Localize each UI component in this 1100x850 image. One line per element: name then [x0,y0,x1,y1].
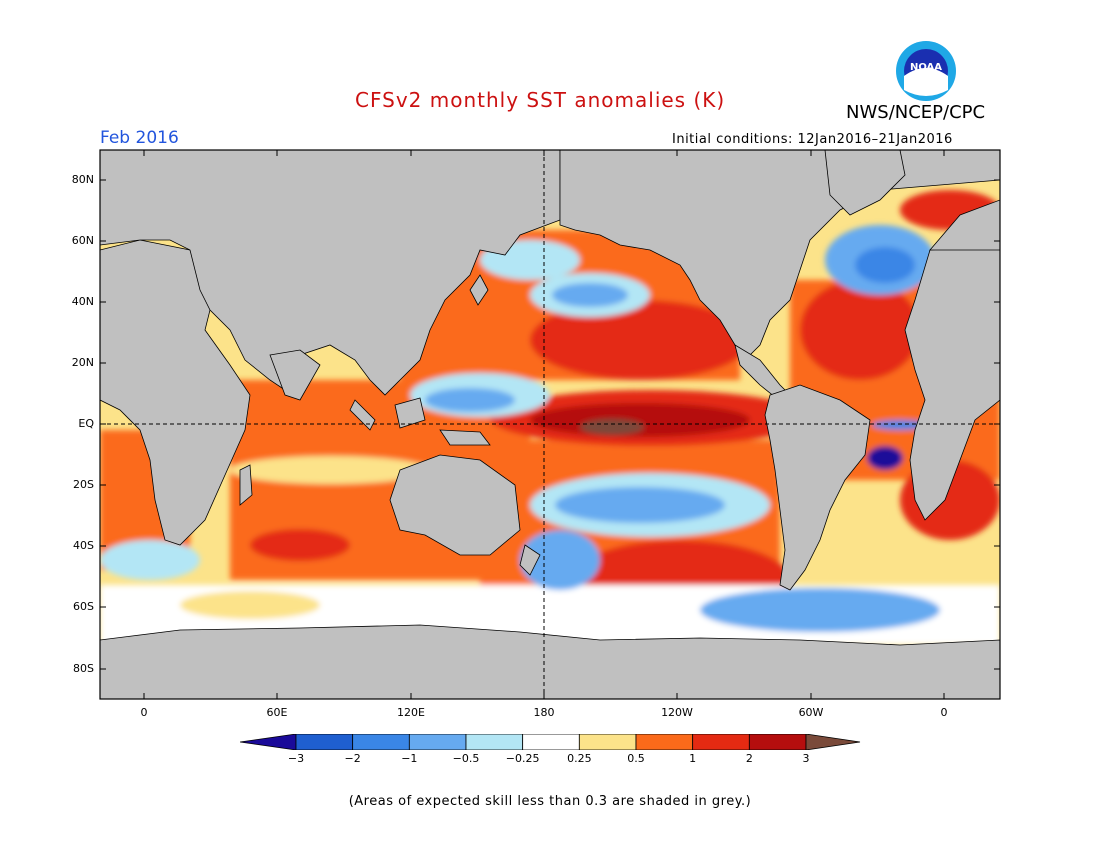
lat-label: 20N [71,356,94,369]
colorbar-segment [692,734,750,750]
noaa-logo: NOAA [896,41,956,101]
lat-label: 80S [73,662,94,675]
lon-label: 120W [661,706,693,719]
colorbar-tick-label: −3 [287,752,305,765]
colorbar-tick-label: 0.25 [567,752,592,765]
colorbar-segment [748,734,807,750]
australia [389,454,521,556]
europe-east-wrap [929,199,1000,251]
forecast-month: Feb 2016 [100,128,179,148]
colorbar-tick-label: 0.5 [627,752,645,765]
colorbar-tick-label: 3 [802,752,810,765]
page-title: CFSv2 monthly SST anomalies (K) [355,88,726,112]
cool-west-pacific-core [425,388,515,412]
lon-label: 60E [266,706,288,719]
colorbar-tick-label: −1 [401,752,418,765]
red-atlantic [800,280,920,380]
new-guinea [439,429,491,446]
cool-southern-ocean-3 [100,540,200,580]
cool-south-pacific-core [555,487,725,523]
colorbar-segment [240,734,297,750]
el-nino-core [530,403,750,437]
initial-conditions: Initial conditions: 12Jan2016–21Jan2016 [672,132,953,147]
south-america [764,384,871,591]
cool-north-pacific-core [552,283,628,307]
cool-equatorial-atlantic [872,420,928,430]
colorbar-tick-label: 1 [689,752,697,765]
lon-label: 0 [140,706,148,719]
colorbar-segment [465,734,524,750]
agency-label: NWS/NCEP/CPC [846,102,986,123]
colorbar-tick-label: −2 [344,752,361,765]
red-north-pacific [530,300,750,380]
skill-footnote: (Areas of expected skill less than 0.3 a… [348,794,752,809]
lat-label: 60N [71,234,94,247]
warm-southern-ocean [180,591,320,619]
lon-label: 120E [397,706,425,719]
colorbar-segment [295,734,354,750]
borneo [394,397,426,429]
colorbar-segment [805,734,861,750]
colorbar-segment [408,734,467,750]
cool-southern-ocean-1 [700,588,940,632]
eurasia [100,150,561,396]
colorbar-segment [635,734,694,750]
colorbar-tick-label: 2 [745,752,753,765]
lat-label: 40S [73,539,94,552]
new-zealand [519,544,541,576]
colorbar-tick-label: −0.25 [505,752,540,765]
india [269,349,321,401]
colorbar [240,734,861,750]
colorbar-tick-label: −0.5 [452,752,480,765]
colorbar-segment [578,734,637,750]
cool-indian-band [230,456,430,484]
el-nino-peak [580,419,644,435]
lat-label: 80N [71,173,94,186]
antarctica [100,624,1000,699]
greenland [824,150,906,216]
lat-label: 60S [73,600,94,613]
africa-east-wrap [904,244,1000,521]
svg-text:NOAA: NOAA [910,62,942,73]
colorbar-segment [352,734,410,750]
land [100,150,1000,699]
cool-north-atlantic-core [855,247,915,283]
lat-label: 20S [73,478,94,491]
madagascar [239,464,253,506]
lon-label: 60W [798,706,824,719]
japan [469,274,489,306]
lon-label: 180 [533,706,555,719]
lon-label: 0 [940,706,948,719]
lat-label: EQ [78,417,94,430]
sumatra [349,399,376,431]
colorbar-segment [522,734,580,750]
lat-label: 40N [71,295,94,308]
cool-south-atlantic [867,446,903,470]
warm-southern-indian [250,529,350,561]
cool-southern-ocean-2 [520,530,600,590]
